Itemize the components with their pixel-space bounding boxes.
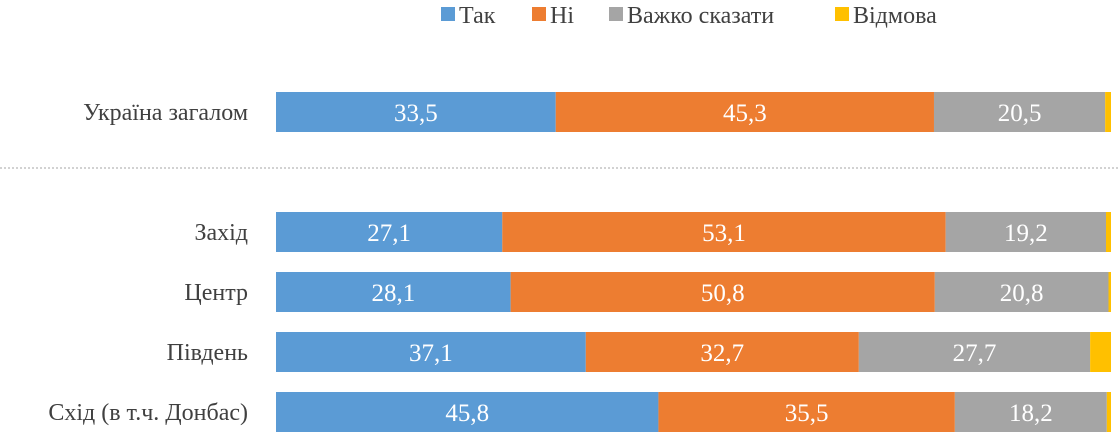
legend-swatch	[532, 7, 546, 21]
category-label: Україна загалом	[83, 100, 248, 126]
data-label: 45,3	[723, 100, 767, 127]
bar-segment	[954, 392, 1107, 432]
data-label: 50,8	[701, 280, 745, 307]
category-label: Центр	[184, 280, 248, 306]
data-label: 18,2	[1009, 400, 1053, 427]
legend-label: Так	[459, 3, 496, 29]
bar-segment	[510, 272, 935, 312]
category-label: Південь	[167, 340, 248, 366]
bar-segment	[1105, 212, 1111, 252]
data-label: 37,1	[409, 340, 453, 367]
legend-swatch	[441, 7, 455, 21]
category-label: Захід	[194, 220, 248, 246]
data-label: 19,2	[1004, 220, 1048, 247]
bar-segment	[658, 392, 955, 432]
data-label: 28,1	[371, 280, 415, 307]
legend: Так Ні Важко сказати Відмова	[441, 3, 937, 29]
bar-segment	[934, 272, 1109, 312]
data-label: 33,5	[394, 100, 438, 127]
bar-segment	[276, 92, 556, 132]
data-label: 32,7	[700, 340, 744, 367]
data-label: 45,8	[445, 400, 489, 427]
legend-swatch	[835, 7, 849, 21]
bar-segment	[1106, 392, 1111, 432]
bar-segment	[276, 212, 503, 252]
bar-segment	[276, 272, 511, 312]
bar-segment	[555, 92, 934, 132]
bar-segment	[1090, 332, 1111, 372]
data-label: 27,1	[367, 220, 411, 247]
category-labels: Україна загалом Захід Центр Південь Схід (в …	[48, 100, 248, 426]
legend-label: Ні	[550, 3, 574, 29]
legend-label: Важко сказати	[627, 3, 774, 29]
bars	[276, 92, 1111, 432]
data-label: 27,7	[953, 340, 997, 367]
bar-segment	[276, 332, 586, 372]
bar-segment	[585, 332, 859, 372]
bar-segment	[502, 212, 946, 252]
bar-segment	[1108, 272, 1111, 312]
bar-segment	[858, 332, 1091, 372]
bar-segment	[276, 392, 659, 432]
data-label: 53,1	[702, 220, 746, 247]
legend-label: Відмова	[853, 3, 937, 29]
bar-segment	[1105, 92, 1111, 132]
bar-segment	[945, 212, 1106, 252]
data-labels: 33,5 45,3 20,5 27,1 53,1 19,2 28,1 50,8 20,8 37,1…	[367, 100, 1052, 427]
bar-segment	[933, 92, 1106, 132]
data-label: 20,8	[1000, 280, 1044, 307]
legend-swatch	[609, 7, 623, 21]
data-label: 35,5	[785, 400, 829, 427]
category-label: Схід (в т.ч. Донбас)	[48, 400, 248, 426]
data-label: 20,5	[998, 100, 1042, 127]
